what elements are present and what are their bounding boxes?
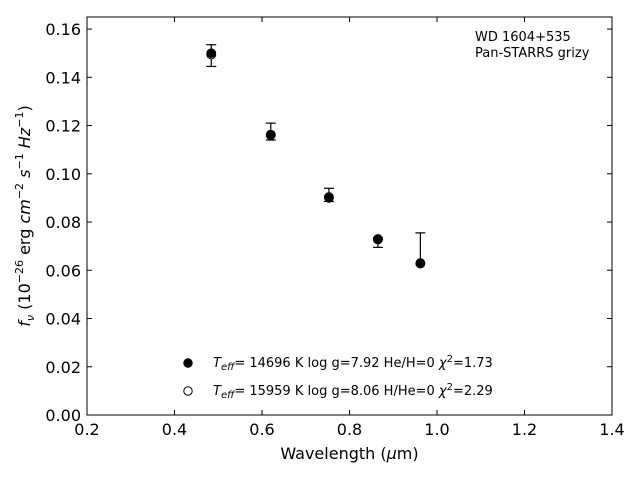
point-filled: [324, 193, 334, 203]
y-tick-label: 0.16: [45, 20, 81, 39]
y-tick-label: 0.04: [45, 310, 81, 329]
y-tick-label: 0.02: [45, 358, 81, 377]
x-axis-label: Wavelength (μm): [280, 444, 418, 463]
legend: Teff= 14696 K log g=7.92 He/H=0 χ2=1.73 …: [183, 354, 493, 401]
legend-entry-2: Teff= 15959 K log g=8.06 H/He=0 χ2=2.29: [213, 382, 493, 401]
y-tick-label: 0.00: [45, 406, 81, 425]
x-tick-label: 1.4: [599, 420, 624, 439]
error-bars: [206, 44, 426, 264]
x-tick-label: 0.2: [74, 420, 99, 439]
x-tick-label: 0.4: [162, 420, 187, 439]
x-tick-label: 0.6: [249, 420, 274, 439]
legend-marker-filled: [183, 358, 193, 368]
annotation-survey: Pan-STARRS grizy: [475, 46, 590, 61]
point-filled: [206, 48, 217, 58]
y-tick-label: 0.14: [45, 68, 81, 87]
y-tick-label: 0.12: [45, 117, 81, 136]
y-tick-label: 0.10: [45, 165, 81, 184]
x-tick-label: 1.0: [424, 420, 449, 439]
x-tick-label: 1.2: [512, 420, 537, 439]
y-tick-label: 0.08: [45, 213, 81, 232]
ticks: 0.2 0.4 0.6 0.8 1.0 1.2 1.4 0.00 0.02 0.04 0.06 0.0…: [45, 17, 625, 439]
point-filled: [415, 258, 426, 268]
y-axis-label: fν (10−26 erg cm−2 s−1 Hz−1): [13, 105, 37, 326]
legend-entry-1: Teff= 14696 K log g=7.92 He/H=0 χ2=1.73: [213, 354, 493, 373]
legend-marker-open: [183, 386, 193, 396]
point-filled: [265, 130, 276, 140]
y-tick-label: 0.06: [45, 261, 81, 280]
point-filled: [373, 234, 383, 244]
annotation-object: WD 1604+535: [475, 30, 571, 45]
x-tick-label: 0.8: [337, 420, 362, 439]
data-points: [206, 48, 426, 269]
